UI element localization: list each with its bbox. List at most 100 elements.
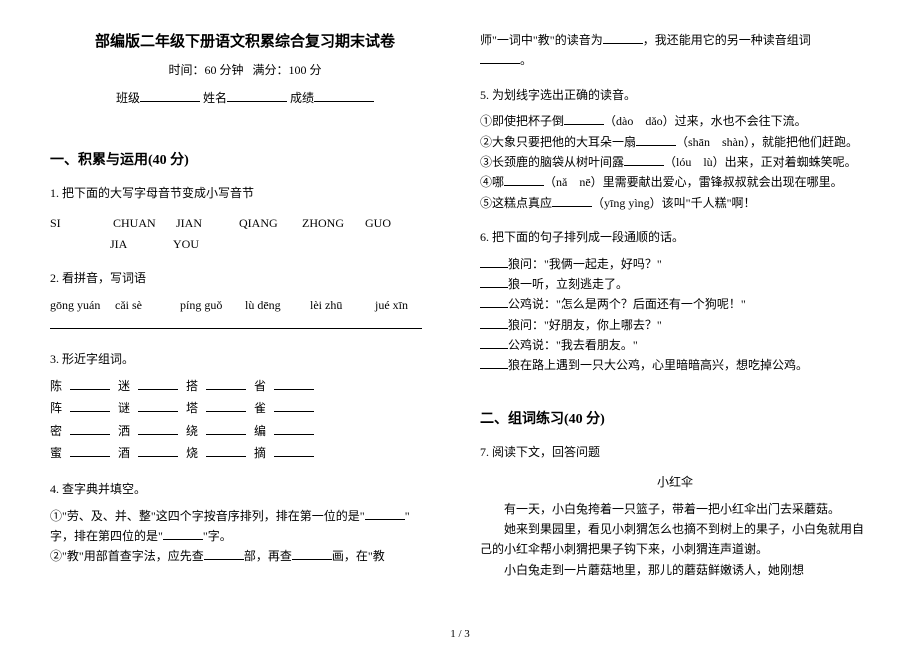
q3-22: 绕	[186, 421, 198, 441]
q2-b4	[298, 315, 360, 329]
b	[138, 398, 178, 412]
q4c-c: 。	[520, 53, 532, 67]
b	[480, 294, 508, 308]
q1-i4: ZHONG	[302, 213, 362, 233]
q2-b1	[112, 315, 174, 329]
q3-r1: 阵谜塔雀	[50, 398, 440, 418]
q7-prompt: 7. 阅读下文，回答问题	[480, 442, 870, 462]
b	[636, 132, 676, 146]
b	[292, 546, 332, 560]
q7-p2: 她来到果园里，看见小刺猬怎么也摘不到树上的果子，小白兔就用自己的小红伞帮小刺猬把…	[480, 519, 870, 560]
exam-subtitle: 时间：60 分钟 满分：100 分	[50, 61, 440, 78]
b	[274, 443, 314, 457]
q5: 5. 为划线字选出正确的读音。 ①即使把杯子倒（dào dǎo）过来，水也不会往…	[480, 85, 870, 213]
b	[480, 335, 508, 349]
q3-00: 陈	[50, 376, 62, 396]
student-info: 班级 姓名 成绩	[50, 88, 440, 106]
q4c-b: ，我还能用它的另一种读音组词	[643, 33, 811, 47]
page-number: 1 / 3	[450, 628, 470, 640]
q1-i3: QIANG	[239, 213, 299, 233]
q6: 6. 把下面的句子排列成一段通顺的话。 狼问："我俩一起走，好吗？" 狼一听，立…	[480, 227, 870, 376]
q3-31: 酒	[118, 443, 130, 463]
left-column: 部编版二年级下册语文积累综合复习期末试卷 时间：60 分钟 满分：100 分 班…	[50, 30, 440, 620]
q2-p4: lèi zhū	[310, 295, 372, 315]
t: 公鸡说："我去看朋友。"	[508, 338, 638, 352]
b	[70, 376, 110, 390]
q1-j0: JIA	[110, 234, 170, 254]
b	[70, 398, 110, 412]
q6-l5: 狼在路上遇到一只大公鸡，心里暗暗高兴，想吃掉公鸡。	[480, 355, 870, 375]
b	[206, 398, 246, 412]
q7-p3: 小白兔走到一片蘑菇地里，那儿的蘑菇鲜嫩诱人，她刚想	[480, 560, 870, 580]
q5-body: ①即使把杯子倒（dào dǎo）过来，水也不会往下流。 ②大象只要把他的大耳朵一…	[480, 111, 870, 213]
q3-23: 编	[254, 421, 266, 441]
b	[204, 546, 244, 560]
b	[365, 506, 405, 520]
q1-j1: YOU	[173, 234, 233, 254]
q4-l2b: "字。	[203, 529, 232, 543]
q3-grid: 陈迷搭省 阵谜塔雀 密洒绕编 蜜酒烧摘	[50, 376, 440, 464]
q1-row1: SI CHUAN JIAN QIANG ZHONG GUO	[50, 213, 440, 233]
b	[274, 398, 314, 412]
q5-l4: ④哪 （nǎ nē）里需要献出爱心，雷锋叔叔就会出现在哪里。	[480, 172, 870, 192]
q3-11: 谜	[118, 398, 130, 418]
q3-r2: 密洒绕编	[50, 421, 440, 441]
q2-prompt: 2. 看拼音，写词语	[50, 268, 440, 288]
class-blank	[140, 88, 200, 102]
t: ③长颈鹿的脑袋从树叶间露	[480, 155, 624, 169]
q4-l3c: 画，在"教	[332, 549, 385, 563]
right-column: 师"一词中"教"的读音为，我还能用它的另一种读音组词 。 5. 为划线字选出正确…	[480, 30, 870, 620]
b	[624, 152, 664, 166]
q3-prompt: 3. 形近字组词。	[50, 349, 440, 369]
b	[564, 111, 604, 125]
t: （yīng yìng）该叫"千人糕"啊！	[592, 196, 755, 210]
b	[480, 274, 508, 288]
b	[274, 376, 314, 390]
q2-b2	[174, 315, 236, 329]
b	[480, 355, 508, 369]
class-label: 班级	[116, 91, 140, 105]
t: （nǎ nē）里需要献出爱心，雷锋叔叔就会出现在哪里。	[544, 175, 843, 189]
t: 狼问："我俩一起走，好吗？"	[508, 257, 662, 271]
q1-i0: SI	[50, 213, 110, 233]
q1-i5: GUO	[365, 213, 425, 233]
section2-heading: 二、组词练习(40 分)	[480, 408, 870, 428]
b	[206, 421, 246, 435]
b	[480, 50, 520, 64]
q6-l1: 狼一听，立刻逃走了。	[480, 274, 870, 294]
b	[138, 376, 178, 390]
q4-l2a: 字，排在第四位的是"	[50, 529, 163, 543]
q7-p1: 有一天，小白兔挎着一只篮子，带着一把小红伞出门去采蘑菇。	[480, 499, 870, 519]
name-blank	[227, 88, 287, 102]
q6-l3: 狼问："好朋友，你上哪去？"	[480, 315, 870, 335]
t: ④哪	[480, 175, 504, 189]
time-label: 时间：60 分钟	[168, 63, 243, 77]
section1-heading: 一、积累与运用(40 分)	[50, 149, 440, 169]
b	[480, 315, 508, 329]
q4-cont: 师"一词中"教"的读音为，我还能用它的另一种读音组词 。	[480, 30, 870, 71]
q4: 4. 查字典并填空。 ①"劳、及、并、整"这四个字按音序排列，排在第一位的是""…	[50, 479, 440, 567]
q3-12: 塔	[186, 398, 198, 418]
q4-l1a: ①"劳、及、并、整"这四个字按音序排列，排在第一位的是"	[50, 509, 365, 523]
q5-l3: ③长颈鹿的脑袋从树叶间露（lóu lù）出来，正对着蜘蛛笑呢。	[480, 152, 870, 172]
q3-33: 摘	[254, 443, 266, 463]
t: ⑤这糕点真应	[480, 196, 552, 210]
q3-02: 搭	[186, 376, 198, 396]
q2-p3: lù dēng	[245, 295, 307, 315]
q3-r3: 蜜酒烧摘	[50, 443, 440, 463]
q6-l2: 公鸡说："怎么是两个？后面还有一个狗呢！"	[480, 294, 870, 314]
q5-l5: ⑤这糕点真应 （yīng yìng）该叫"千人糕"啊！	[480, 193, 870, 213]
q2-blanks	[50, 315, 440, 335]
q3-r0: 陈迷搭省	[50, 376, 440, 396]
b	[138, 421, 178, 435]
q1-prompt: 1. 把下面的大写字母音节变成小写音节	[50, 183, 440, 203]
grade-blank	[314, 88, 374, 102]
q3-21: 洒	[118, 421, 130, 441]
t: （shān shàn），就能把他们赶跑。	[676, 135, 858, 149]
t: （dào dǎo）过来，水也不会往下流。	[604, 114, 807, 128]
q3: 3. 形近字组词。 陈迷搭省 阵谜塔雀 密洒绕编 蜜酒烧摘	[50, 349, 440, 465]
q2-p2: píng guǒ	[180, 295, 242, 315]
q1-row2: JIA YOU	[110, 234, 440, 254]
q6-prompt: 6. 把下面的句子排列成一段通顺的话。	[480, 227, 870, 247]
q2-p1: cǎi sè	[115, 295, 177, 315]
